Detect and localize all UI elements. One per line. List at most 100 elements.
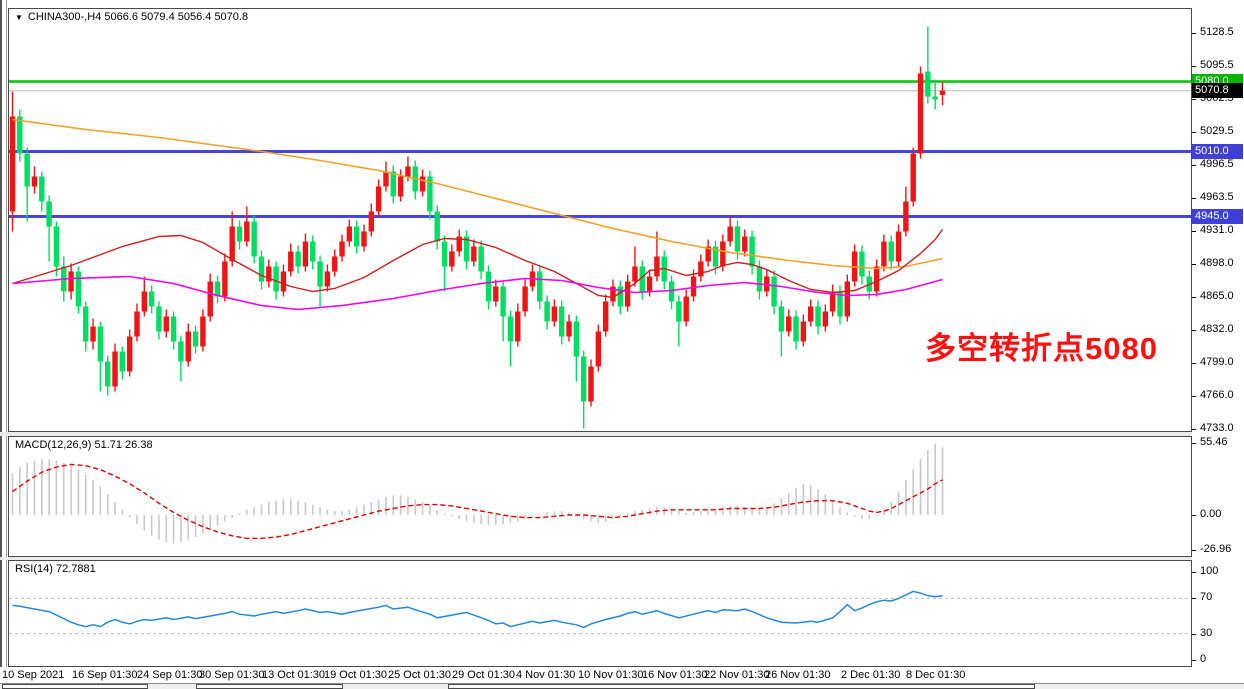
time-axis-label: 24 Sep 01:30 — [137, 669, 203, 681]
candle-body — [441, 241, 448, 267]
candle-body — [258, 256, 265, 282]
axis-tick-mark — [1192, 132, 1196, 133]
candle-body — [332, 256, 338, 272]
candle-body — [925, 71, 931, 97]
candle-body — [214, 281, 221, 297]
price-axis-label: 4963.5 — [1200, 191, 1234, 203]
rsi-axis-label: 100 — [1200, 565, 1219, 577]
candle-body — [324, 271, 331, 287]
candle-body — [126, 336, 133, 372]
axis-tick-mark — [1192, 329, 1196, 331]
scrollbar-segment[interactable] — [196, 684, 343, 689]
candle-body — [222, 261, 228, 297]
time-axis-label: 30 Sep 01:30 — [199, 669, 265, 681]
candle-body — [712, 246, 719, 267]
rsi-chart-canvas[interactable] — [9, 561, 1191, 666]
macd-label: MACD(12,26,9) 51.71 26.38 — [15, 439, 153, 451]
scrollbar-segment[interactable] — [2, 684, 148, 689]
candle-body — [632, 266, 638, 282]
candle-body — [185, 331, 191, 362]
scrollbar-segment[interactable] — [448, 684, 1035, 689]
candle-body — [698, 261, 704, 277]
candle-body — [639, 266, 645, 292]
candle-body — [75, 271, 82, 307]
candle-body — [383, 171, 389, 187]
candle-body — [302, 241, 309, 267]
window-left-edge — [0, 0, 7, 683]
candle-body — [705, 246, 711, 262]
bottom-scrollbar[interactable] — [0, 683, 1244, 689]
candle-body — [236, 226, 243, 242]
candle-body — [148, 291, 155, 307]
candle-body — [515, 311, 521, 342]
candle-body — [53, 226, 60, 267]
ma-red-line — [12, 229, 944, 299]
macd-axis-label: 0.00 — [1200, 508, 1222, 520]
price-axis-label: 4931.0 — [1200, 223, 1234, 236]
axis-tick-mark — [1192, 230, 1196, 232]
candle-body — [778, 306, 785, 332]
price-axis-label: 4865.0 — [1200, 289, 1234, 302]
candle-body — [456, 236, 462, 252]
candle-body — [917, 73, 924, 154]
candle-body — [288, 251, 294, 272]
candle-body — [844, 281, 850, 317]
candle-body — [112, 351, 118, 387]
price-chart-canvas[interactable] — [9, 9, 1191, 431]
candle-body — [507, 316, 514, 342]
rsi-axis-label: 30 — [1200, 626, 1213, 639]
candle-body — [764, 276, 770, 292]
axis-tick-mark — [1192, 33, 1196, 34]
candle-body — [419, 176, 426, 192]
candle-body — [617, 286, 623, 307]
panel-splitter[interactable] — [0, 557, 1244, 560]
candle-body — [793, 316, 799, 342]
candle-body — [837, 291, 843, 317]
time-axis-label: 19 Oct 01:30 — [324, 669, 387, 681]
panel-splitter[interactable] — [0, 432, 1244, 436]
candle-body — [449, 251, 455, 267]
macd-chart-canvas[interactable] — [9, 437, 1191, 556]
macd-axis-label: -26.96 — [1200, 543, 1232, 555]
time-axis-label: 25 Oct 01:30 — [388, 669, 451, 681]
candle-body — [273, 266, 279, 292]
symbol-dropdown-icon[interactable]: ▼ — [15, 12, 23, 22]
candle-body — [317, 261, 323, 287]
candle-body — [668, 281, 675, 302]
candle-body — [537, 271, 543, 302]
candle-body — [932, 96, 938, 100]
annotation-text: 多空转折点5080 — [925, 331, 1158, 366]
candle-body — [207, 281, 213, 317]
candle-body — [244, 221, 250, 242]
candle-body — [68, 271, 74, 292]
axis-tick-mark — [1192, 395, 1196, 397]
candle-body — [353, 226, 360, 247]
candle-body — [522, 286, 528, 312]
candle-body — [786, 316, 792, 332]
candle-body — [434, 211, 440, 242]
axis-tick-mark — [1192, 633, 1196, 635]
candle-body — [580, 356, 587, 402]
time-axis-label: 8 Dec 01:30 — [906, 669, 966, 681]
price-axis-label: 4898.0 — [1200, 256, 1234, 269]
candle-body — [800, 321, 807, 342]
axis-tick-mark — [1192, 165, 1196, 166]
candle-body — [610, 286, 616, 302]
candle-body — [17, 116, 23, 154]
candle-body — [654, 256, 660, 277]
candle-body — [405, 166, 411, 177]
candle-body — [375, 186, 382, 212]
candle-body — [624, 281, 631, 307]
candle-body — [134, 311, 140, 337]
candle-body — [310, 241, 316, 262]
candle-body — [141, 291, 148, 312]
candle-body — [251, 221, 257, 257]
price-axis-label: 4766.0 — [1200, 388, 1234, 401]
chart-title: ▼ CHINA300-,H4 5066.6 5079.4 5056.4 5070… — [15, 11, 248, 23]
candle-body — [749, 236, 755, 267]
candle-body — [229, 226, 235, 262]
candle-body — [39, 176, 45, 202]
candle-body — [807, 306, 814, 322]
axis-tick-mark — [1192, 66, 1196, 67]
axis-tick-mark — [1192, 362, 1196, 364]
